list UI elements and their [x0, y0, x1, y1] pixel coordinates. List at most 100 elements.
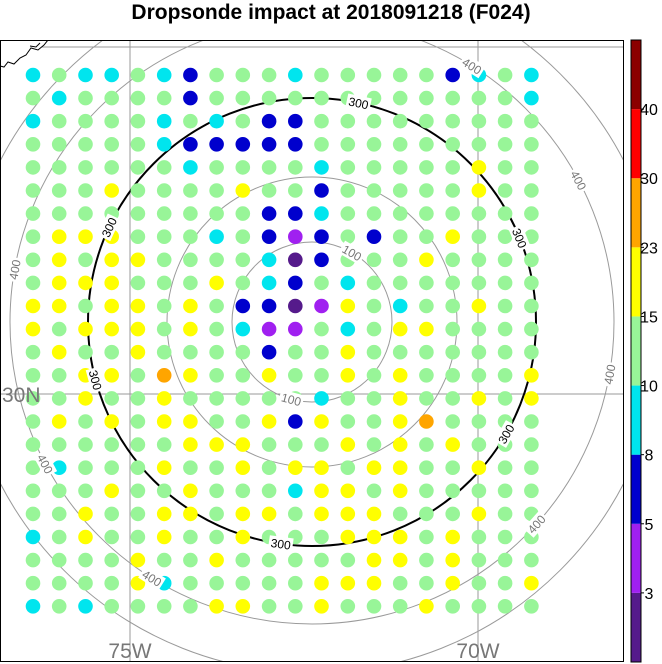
data-point	[445, 460, 461, 476]
data-point	[25, 252, 41, 268]
data-point	[497, 344, 513, 360]
data-point	[524, 67, 539, 83]
data-point	[104, 160, 119, 175]
data-point	[78, 160, 93, 175]
data-point	[130, 552, 146, 568]
data-point	[104, 391, 119, 406]
data-point	[104, 344, 119, 360]
data-point	[209, 183, 224, 198]
plot-frame	[0, 40, 624, 662]
data-point	[524, 206, 539, 221]
data-point	[288, 252, 303, 268]
data-point	[524, 90, 539, 106]
data-point	[524, 552, 539, 568]
data-point	[183, 599, 198, 614]
data-point	[156, 90, 172, 106]
data-point	[497, 368, 513, 383]
data-point	[130, 137, 146, 152]
data-point	[392, 552, 408, 568]
data-point	[471, 229, 487, 244]
data-point	[471, 113, 487, 129]
data-point	[183, 321, 198, 337]
data-point	[261, 575, 277, 591]
data-point	[340, 160, 356, 175]
data-point	[130, 229, 146, 244]
data-point	[261, 321, 277, 337]
data-point	[104, 183, 119, 198]
data-point	[524, 298, 539, 314]
data-point	[392, 344, 408, 360]
data-point	[314, 529, 329, 545]
data-point	[392, 137, 408, 152]
data-point	[340, 183, 356, 198]
data-point	[183, 229, 198, 244]
data-point	[419, 321, 434, 337]
data-point	[261, 183, 277, 198]
data-point	[183, 506, 198, 522]
data-point	[130, 321, 146, 337]
data-point	[392, 183, 408, 198]
data-point	[366, 391, 382, 406]
data-point	[51, 275, 67, 291]
data-point	[156, 552, 172, 568]
data-point	[235, 137, 251, 152]
data-point	[25, 368, 41, 383]
data-point	[235, 90, 251, 106]
data-point	[104, 460, 119, 476]
data-point	[209, 529, 224, 545]
colorbar-bin	[631, 316, 641, 386]
data-point	[497, 137, 513, 152]
data-point	[471, 391, 487, 406]
data-point	[419, 552, 434, 568]
data-point	[25, 229, 41, 244]
data-point	[524, 252, 539, 268]
data-point	[235, 483, 251, 499]
data-point	[392, 391, 408, 406]
data-point	[366, 206, 382, 221]
data-point	[25, 506, 41, 522]
data-point	[392, 575, 408, 591]
data-point	[497, 529, 513, 545]
data-point	[445, 344, 461, 360]
data-point	[340, 344, 356, 360]
data-point	[366, 137, 382, 152]
data-point	[104, 321, 119, 337]
data-point	[419, 506, 434, 522]
data-point	[104, 599, 119, 614]
data-point	[314, 483, 329, 499]
data-point	[78, 483, 93, 499]
data-point	[51, 391, 67, 406]
data-point	[340, 575, 356, 591]
data-point	[445, 206, 461, 221]
data-point	[471, 414, 487, 429]
data-point	[183, 67, 198, 83]
data-point	[524, 575, 539, 591]
data-point	[314, 506, 329, 522]
data-point	[340, 298, 356, 314]
data-point	[51, 599, 67, 614]
data-point	[78, 206, 93, 221]
data-point	[51, 437, 67, 452]
data-point	[392, 414, 408, 429]
data-point	[445, 483, 461, 499]
data-point	[524, 460, 539, 476]
data-point	[104, 483, 119, 499]
data-point	[288, 206, 303, 221]
data-point	[340, 275, 356, 291]
data-point	[445, 437, 461, 452]
data-point	[445, 229, 461, 244]
data-point	[130, 252, 146, 268]
colorbar-tick-label: 10	[640, 379, 658, 396]
data-point	[288, 321, 303, 337]
data-point	[183, 275, 198, 291]
data-point	[78, 506, 93, 522]
data-point	[51, 252, 67, 268]
colorbar-bin	[631, 592, 641, 662]
data-point	[156, 391, 172, 406]
data-point	[209, 368, 224, 383]
data-point	[156, 460, 172, 476]
data-point	[392, 437, 408, 452]
data-point	[261, 275, 277, 291]
data-point	[25, 575, 41, 591]
data-point	[25, 183, 41, 198]
